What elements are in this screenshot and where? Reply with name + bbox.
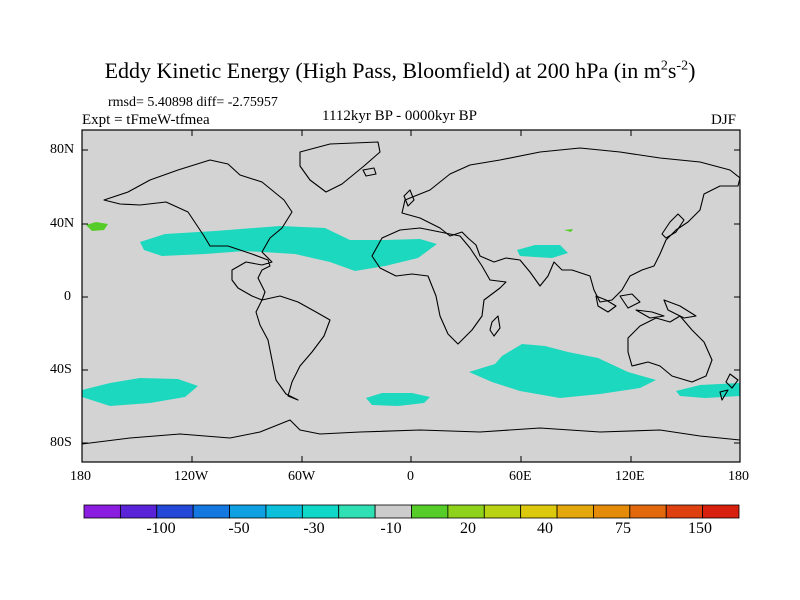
lon-label-120e: 120E (615, 469, 645, 484)
colorbar-label: -100 (146, 520, 176, 537)
colorbar-swatch (301, 504, 340, 519)
season-label: DJF (711, 112, 737, 128)
coast-new-zealand (719, 373, 739, 401)
colorbar-label: 20 (460, 520, 476, 537)
anomaly-pacific-green (86, 222, 108, 231)
coast-australia (627, 315, 713, 383)
colorbar-label: 40 (537, 520, 553, 537)
lon-label-60e: 60E (509, 469, 532, 484)
colorbar-swatch (702, 504, 740, 519)
anomaly-south-atlantic (366, 393, 430, 406)
anomaly-india (517, 245, 568, 258)
coastlines (82, 141, 740, 445)
coast-south-america (255, 295, 331, 401)
coast-africa (371, 227, 507, 345)
coast-madagascar (489, 315, 501, 337)
colorbar-swatch (119, 504, 158, 519)
colorbar-swatch (556, 504, 594, 519)
map-background (82, 130, 740, 462)
colorbar-swatch (83, 504, 121, 519)
colorbar (83, 504, 740, 519)
coast-indonesia (595, 293, 697, 319)
anomaly-north-atlantic (140, 226, 437, 271)
lon-label-180e: 180 (728, 469, 749, 484)
lat-label-80n: 80N (50, 142, 75, 157)
coast-greenland (299, 141, 381, 193)
colorbar-swatch (338, 504, 376, 519)
anomaly-china-green (564, 229, 573, 232)
colorbar-swatch (229, 504, 267, 519)
colorbar-swatch (483, 504, 522, 519)
coast-britain (403, 189, 415, 207)
lon-label-60w: 60W (288, 469, 316, 484)
colorbar-swatch (665, 504, 704, 519)
lon-label-0: 0 (407, 469, 414, 484)
colorbar-swatch (447, 504, 485, 519)
rmsd-diff-stats: rmsd= 5.40898 diff= -2.75957 (108, 95, 278, 110)
chart-title: Eddy Kinetic Energy (High Pass, Bloomfie… (104, 58, 696, 83)
colorbar-label: -50 (228, 520, 250, 537)
coast-eurasia (401, 147, 740, 303)
lat-label-40n: 40N (50, 216, 75, 231)
colorbar-label: 150 (688, 520, 712, 537)
colorbar-label: -30 (303, 520, 325, 537)
lat-label-0: 0 (64, 289, 71, 304)
experiment-label: Expt = tFmeW-tfmea (82, 112, 210, 128)
lon-label-180w: 180 (70, 469, 91, 484)
colorbar-swatch (411, 504, 449, 519)
anomaly-southern-ocean (469, 344, 656, 398)
anomaly-regions (82, 222, 740, 406)
colorbar-swatch (192, 504, 230, 519)
colorbar-swatch (593, 504, 631, 519)
coast-antarctica (82, 419, 740, 445)
lon-label-120w: 120W (174, 469, 209, 484)
coast-iceland (362, 167, 377, 177)
colorbar-label: -10 (380, 520, 402, 537)
anomaly-tasman (676, 383, 740, 398)
lat-label-40s: 40S (50, 362, 72, 377)
coast-japan (661, 213, 685, 239)
lat-label-80s: 80S (50, 435, 72, 450)
colorbar-swatch (374, 504, 412, 519)
coast-north-america (103, 159, 293, 301)
map-ticks (81, 130, 741, 462)
colorbar-swatch (520, 504, 558, 519)
anomaly-south-pacific (82, 378, 198, 406)
colorbar-swatch (629, 504, 667, 519)
period-label: 1112kyr BP - 0000kyr BP (322, 108, 478, 124)
colorbar-label: 75 (615, 520, 631, 537)
colorbar-swatch (265, 504, 303, 519)
colorbar-swatch (156, 504, 194, 519)
